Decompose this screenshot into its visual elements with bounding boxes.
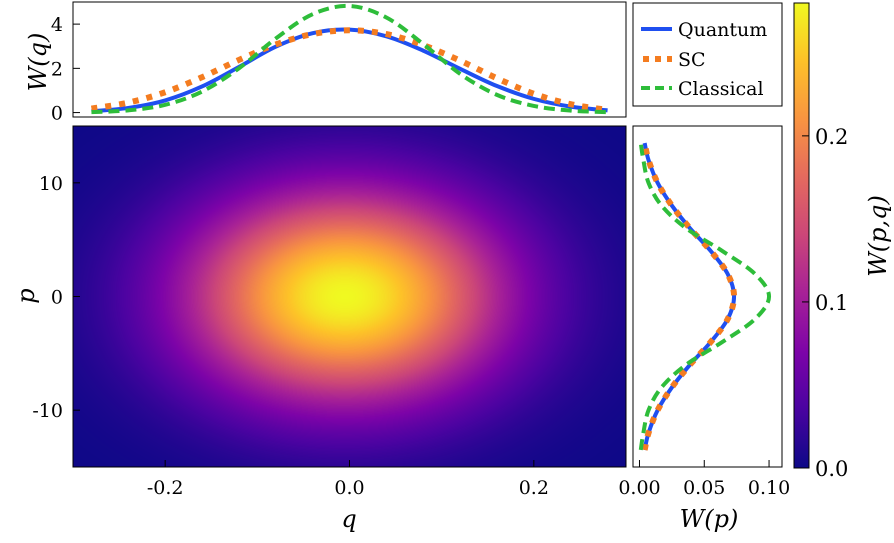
right-series-sc xyxy=(641,142,738,451)
top-series-sc xyxy=(90,27,609,113)
right-xtick-label: 0.10 xyxy=(748,477,790,499)
right-marginal-panel: 0.00 0.05 0.10 W(p) xyxy=(618,125,790,533)
legend-label-sc: SC xyxy=(678,49,706,71)
colorbar-tick-label: 0.0 xyxy=(815,457,848,481)
legend-label-classical: Classical xyxy=(678,78,764,100)
heatmap-xtick-label: 0.2 xyxy=(519,477,549,499)
heatmap-ytick-label: -10 xyxy=(32,400,63,422)
top-marginal-panel: 0 2 4 W(q) xyxy=(24,1,627,125)
heatmap-xtick-label: 0.0 xyxy=(334,477,364,499)
top-series-classical xyxy=(91,3,608,115)
top-marginal-frame xyxy=(72,1,627,118)
heatmap-xlabel: q xyxy=(341,505,356,533)
colorbar-tick-label: 0.1 xyxy=(815,291,848,315)
right-marginal-frame xyxy=(632,125,783,468)
top-marginal-ylabel: W(q) xyxy=(24,33,52,92)
heatmap-xtick-label: -0.2 xyxy=(147,477,184,499)
heatmap-panel: -0.2 0.0 0.2 10 0 -10 q p xyxy=(12,125,627,533)
colorbar: 0.0 0.1 0.2 W(p,q) xyxy=(793,2,892,481)
legend: Quantum SC Classical xyxy=(632,2,783,107)
right-xtick-label: 0.00 xyxy=(618,477,660,499)
top-ytick-label: 0 xyxy=(51,103,63,125)
right-marginal-xlabel: W(p) xyxy=(680,505,739,533)
legend-label-quantum: Quantum xyxy=(678,19,767,41)
colorbar-bar xyxy=(793,2,810,469)
colorbar-label: W(p,q) xyxy=(864,195,892,277)
colorbar-tick-label: 0.2 xyxy=(815,125,848,149)
top-ytick-label: 2 xyxy=(51,58,63,80)
top-series-quantum xyxy=(91,27,608,114)
heatmap-ylabel: p xyxy=(12,288,40,303)
heatmap-ytick-label: 0 xyxy=(51,287,63,309)
top-ytick-label: 4 xyxy=(51,14,63,36)
right-xtick-label: 0.05 xyxy=(683,477,725,499)
heatmap-ytick-label: 10 xyxy=(39,173,63,195)
right-series-classical xyxy=(638,142,772,451)
